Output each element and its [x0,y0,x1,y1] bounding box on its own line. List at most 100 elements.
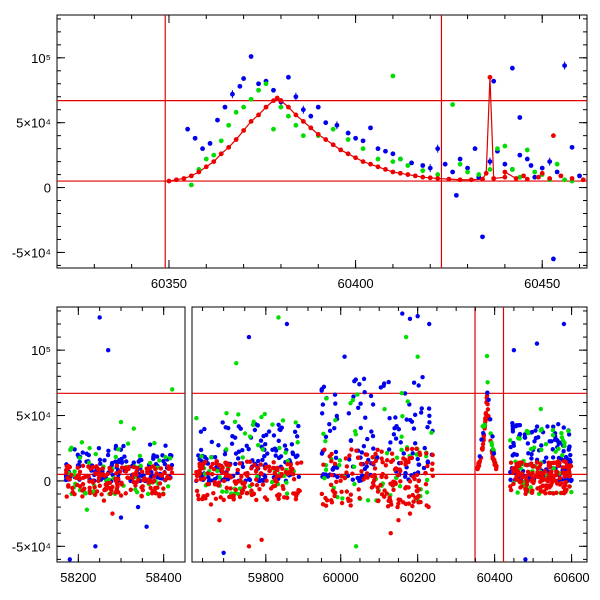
data-point [580,177,586,183]
data-point [354,448,359,453]
y-tick-label: 0 [44,474,51,489]
data-point [97,473,102,478]
data-point [221,478,227,484]
data-point [391,487,396,493]
data-point [415,354,420,359]
data-point [115,484,120,489]
data-point [269,479,275,485]
data-point [319,388,324,393]
data-point [221,550,226,556]
data-point [96,445,102,451]
data-point [217,462,222,468]
data-point [197,461,202,467]
data-point [406,494,412,499]
data-point [245,490,250,496]
data-point [321,431,326,437]
data-point [251,492,256,497]
data-point [308,113,314,119]
data-point [96,478,101,484]
data-point [253,469,259,474]
data-point [477,459,483,464]
data-point [86,460,92,465]
data-point [94,464,99,469]
data-point [339,473,344,479]
data-point [370,402,376,407]
data-point [528,485,533,490]
data-point [212,476,218,482]
data-point [515,469,520,475]
data-point [384,450,390,456]
data-point [235,467,240,473]
data-point [329,472,334,478]
data-point [532,439,537,444]
data-point [342,475,348,481]
data-point [279,425,284,430]
data-point [349,447,354,452]
data-point [283,450,288,455]
data-point [128,487,133,492]
data-point [383,463,389,468]
data-point [382,406,387,412]
data-point [92,492,98,497]
data-point [273,448,279,453]
data-point [288,462,293,467]
data-point [534,424,540,429]
data-point [359,473,365,478]
data-point [130,475,135,481]
data-point [430,461,435,466]
data-point [350,471,355,476]
data-point [390,481,396,486]
data-point [226,144,232,150]
data-point [105,452,111,458]
data-point [375,489,381,494]
data-point [530,470,535,476]
data-point [435,172,441,177]
data-point [232,419,238,424]
data-point [241,76,247,81]
data-point [69,472,74,478]
data-point [252,462,257,468]
data-point [418,499,423,505]
data-point [102,458,107,463]
data-point [551,133,556,139]
data-point [521,173,526,179]
data-point [405,399,410,404]
data-point [332,493,337,499]
y-tick-label: -5×10⁴ [12,539,51,554]
data-point [289,442,295,447]
data-point [403,462,408,467]
data-point [511,440,516,446]
data-point [517,431,523,437]
data-point [511,451,517,457]
data-point [322,447,327,452]
data-point [321,384,327,389]
data-point [508,477,513,483]
data-point [154,471,159,476]
data-point [511,347,517,353]
data-point [398,460,404,466]
data-point [165,484,171,489]
data-point [412,173,418,179]
data-point [420,374,425,380]
data-point [561,321,567,327]
data-point [332,461,338,467]
data-point [407,316,413,321]
data-point [209,471,215,477]
data-point [551,256,556,262]
data-point [453,192,459,198]
data-point [284,495,290,501]
data-point [77,459,82,464]
data-point [550,447,555,452]
data-point [290,472,296,477]
data-point [212,454,218,460]
data-point [276,422,281,428]
data-point [539,426,544,432]
data-point [322,475,327,481]
data-point [450,102,456,107]
data-point [508,487,514,493]
data-point [412,476,417,482]
data-point [286,104,291,110]
data-point [262,495,268,500]
data-point [539,165,545,171]
data-point [549,439,554,444]
